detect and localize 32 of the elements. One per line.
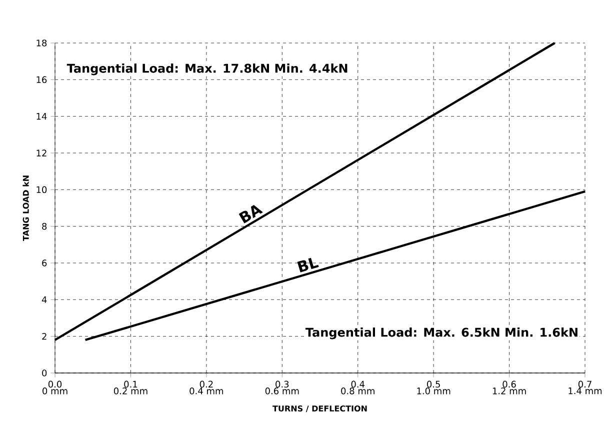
x2-tick-label: 0.6 mm [265, 388, 299, 394]
x-tick-label: 0.5 [427, 380, 440, 388]
x-tick-label: 0.2 [200, 380, 213, 388]
x2-tick-label: 0.4 mm [190, 388, 224, 394]
x-tick-label: 0.6 [502, 380, 516, 388]
annotation: Tangential Load: Max. 6.5kN Min. 1.6kN [305, 328, 578, 340]
y-tick-label: 16 [36, 76, 47, 84]
x-tick-label: 0.7 [578, 380, 592, 388]
y-tick-label: 18 [36, 40, 47, 46]
x2-tick-label: 1.4 mm [568, 388, 602, 394]
y-tick-label: 6 [42, 260, 47, 266]
annotation: Tangential Load: Max. 17.8kN Min. 4.4kN [66, 64, 348, 76]
y-tick-label: 12 [36, 150, 46, 156]
x-tick-label: 0.0 [48, 380, 62, 388]
x2-tick-label: 0.2 mm [114, 388, 148, 394]
x2-tick-label: 1.0 mm [417, 388, 450, 394]
text: BA [238, 204, 263, 224]
x-tick-label: 0.1 [124, 380, 138, 388]
y-tick-label: 14 [36, 113, 47, 120]
x2-tick-label: 0 mm [42, 388, 68, 394]
y-tick-label: 4 [42, 296, 47, 303]
y-tick-label: 8 [42, 222, 47, 230]
y-tick-label: 10 [36, 186, 47, 194]
x-tick-label: 0.3 [276, 380, 289, 388]
x2-tick-label: 0.8 mm [341, 388, 374, 394]
x2-tick-label: 1.2 mm [492, 388, 526, 394]
x-tick-label: 0.4 [351, 380, 365, 388]
y-axis-title: TANG LOAD kN [22, 176, 29, 242]
y-tick-label: 2 [42, 332, 46, 340]
text: BL [297, 258, 319, 272]
y-tick-label: 0 [42, 370, 47, 376]
x-axis-title: TURNS / DEFLECTION [272, 405, 367, 412]
